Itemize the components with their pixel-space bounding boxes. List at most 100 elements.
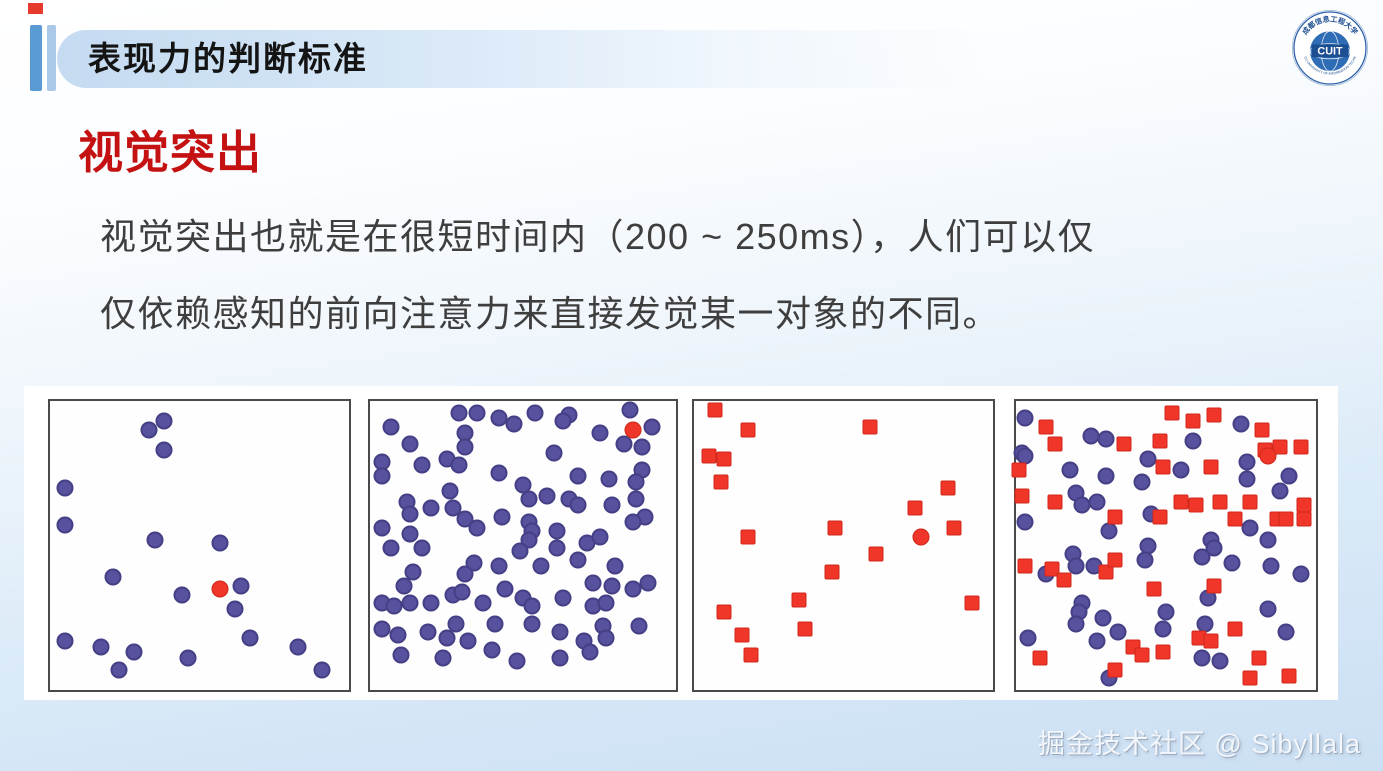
- panel-color-popout-sparse: [48, 399, 351, 692]
- blue-circle-marker: [382, 539, 400, 557]
- blue-circle-marker: [1292, 565, 1310, 583]
- blue-circle-marker: [624, 513, 642, 531]
- red-square-marker: [1278, 511, 1294, 527]
- blue-circle-marker: [483, 641, 501, 659]
- blue-circle-marker: [441, 482, 459, 500]
- blue-circle-marker: [395, 577, 413, 595]
- blue-circle-marker: [554, 412, 572, 430]
- blue-circle-marker: [1211, 652, 1229, 670]
- blue-circle-marker: [490, 464, 508, 482]
- blue-circle-marker: [603, 496, 621, 514]
- blue-circle-marker: [1097, 467, 1115, 485]
- red-square-marker: [1152, 509, 1168, 525]
- blue-circle-marker: [382, 418, 400, 436]
- red-square-marker: [1242, 494, 1258, 510]
- blue-circle-marker: [1088, 493, 1106, 511]
- blue-circle-marker: [1094, 609, 1112, 627]
- red-square-marker: [1047, 494, 1063, 510]
- blue-circle-marker: [1172, 461, 1190, 479]
- red-square-marker: [1011, 462, 1027, 478]
- blue-circle-marker: [373, 519, 391, 537]
- blue-circle-marker: [627, 490, 645, 508]
- blue-circle-marker: [1271, 482, 1289, 500]
- blue-circle-marker: [468, 519, 486, 537]
- blue-circle-marker: [490, 557, 508, 575]
- blue-circle-marker: [511, 542, 529, 560]
- blue-circle-marker: [313, 661, 331, 679]
- blue-circle-marker: [146, 531, 164, 549]
- red-square-marker: [1098, 564, 1114, 579]
- blue-circle-marker: [413, 456, 431, 474]
- blue-circle-marker: [581, 643, 599, 661]
- red-square-marker: [797, 621, 813, 637]
- blue-circle-marker: [232, 577, 250, 595]
- blue-circle-marker: [627, 473, 645, 491]
- blue-circle-marker: [226, 600, 244, 618]
- blue-circle-marker: [401, 594, 419, 612]
- blue-circle-marker: [401, 505, 419, 523]
- blue-circle-marker: [526, 404, 544, 422]
- blue-circle-marker: [56, 516, 74, 534]
- blue-circle-marker: [155, 412, 173, 430]
- red-square-marker: [1185, 413, 1201, 429]
- red-square-marker: [1242, 670, 1258, 686]
- blue-circle-marker: [1067, 557, 1085, 575]
- blue-circle-marker: [1241, 519, 1259, 537]
- blue-circle-marker: [385, 597, 403, 615]
- red-square-marker: [707, 402, 723, 418]
- red-square-marker: [827, 520, 843, 536]
- blue-circle-marker: [173, 586, 191, 604]
- blue-circle-marker: [1133, 473, 1151, 491]
- blue-circle-marker: [392, 646, 410, 664]
- blue-circle-marker: [523, 615, 541, 633]
- red-square-marker: [1227, 511, 1243, 527]
- blue-circle-marker: [597, 594, 615, 612]
- red-square-marker: [1212, 494, 1228, 510]
- blue-circle-marker: [1223, 554, 1241, 572]
- blue-circle-marker: [211, 534, 229, 552]
- red-circle-target-marker: [211, 580, 229, 598]
- blue-circle-marker: [532, 557, 550, 575]
- red-square-marker: [1038, 419, 1054, 435]
- blue-circle-marker: [493, 508, 511, 526]
- blue-circle-marker: [1277, 623, 1295, 641]
- blue-circle-marker: [1016, 513, 1034, 531]
- blue-circle-marker: [600, 470, 618, 488]
- blue-circle-marker: [404, 563, 422, 580]
- blue-circle-marker: [1280, 467, 1298, 485]
- red-square-marker: [824, 564, 840, 579]
- blue-circle-marker: [104, 568, 122, 586]
- blue-circle-marker: [1061, 461, 1079, 479]
- blue-circle-marker: [520, 490, 538, 508]
- red-square-marker: [1146, 581, 1162, 597]
- blue-circle-marker: [551, 623, 569, 641]
- blue-circle-marker: [1184, 432, 1202, 450]
- cuit-university-logo: 成都信息工程大学 CUIT CHENGDU UNIVERSITY OF INFO…: [1289, 5, 1370, 88]
- blue-circle-marker: [1016, 409, 1034, 427]
- red-square-marker: [1254, 422, 1270, 438]
- blue-circle-marker: [140, 421, 158, 439]
- blue-circle-marker: [548, 522, 566, 540]
- blue-circle-marker: [591, 528, 608, 546]
- red-square-marker: [1296, 497, 1312, 513]
- blue-circle-marker: [1238, 453, 1256, 471]
- red-square-marker: [1152, 433, 1168, 449]
- blue-circle-marker: [1238, 470, 1256, 488]
- section-title: 视觉突出: [78, 127, 263, 178]
- blue-circle-marker: [1073, 496, 1091, 514]
- red-square-marker: [1251, 650, 1267, 666]
- blue-circle-marker: [630, 617, 648, 635]
- blue-circle-marker: [419, 623, 437, 641]
- red-square-marker: [701, 448, 717, 464]
- red-square-marker: [1296, 511, 1312, 527]
- red-square-marker: [1032, 650, 1048, 666]
- blue-circle-marker: [56, 632, 74, 650]
- blue-circle-marker: [624, 580, 642, 598]
- red-square-marker: [1014, 488, 1030, 504]
- red-square-marker: [1206, 407, 1222, 423]
- blue-circle-marker: [1067, 615, 1085, 633]
- blue-circle-marker: [1154, 620, 1172, 638]
- blue-circle-marker: [569, 496, 587, 514]
- blue-circle-marker: [468, 404, 486, 422]
